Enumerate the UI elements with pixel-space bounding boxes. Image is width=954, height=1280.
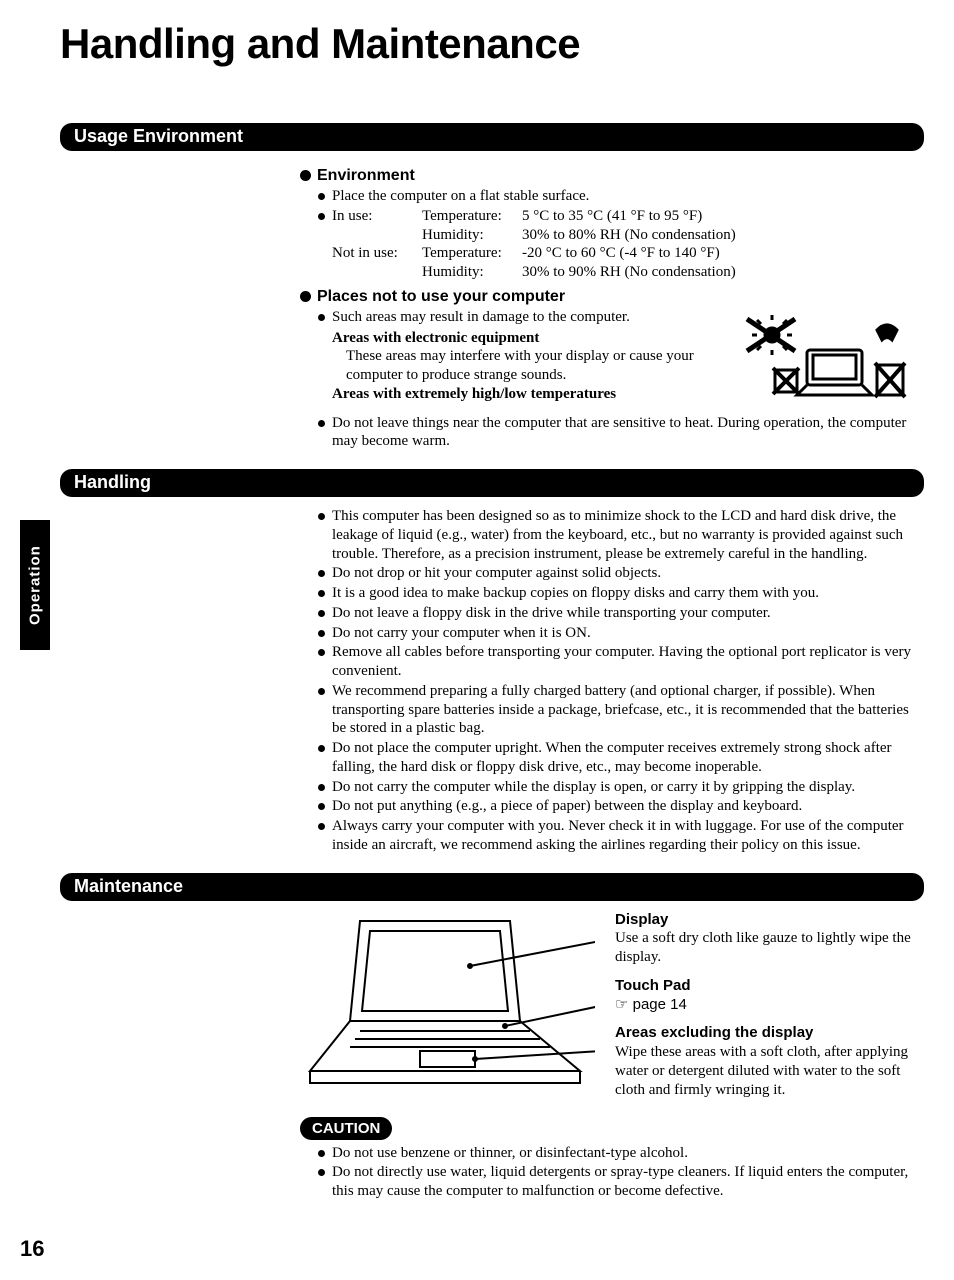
handling-item: Do not carry the computer while the disp… [318,778,924,797]
handling-item: Always carry your computer with you. Nev… [318,817,924,855]
hum-label-2: Humidity: [422,263,522,282]
section-bar-handling: Handling [60,469,924,497]
in-use-temp: 5 °C to 35 °C (41 °F to 95 °F) [522,207,924,226]
heat-warning: Do not leave things near the computer th… [318,414,924,452]
handling-item: Do not leave a floppy disk in the drive … [318,604,924,623]
handling-content: This computer has been designed so as to… [300,507,924,855]
hum-label: Humidity: [422,226,522,245]
handling-item: Do not place the computer upright. When … [318,739,924,777]
caution-item: Do not directly use water, liquid deterg… [318,1163,924,1201]
maintenance-content: Display Use a soft dry cloth like gauze … [300,911,924,1201]
in-use-hum: 30% to 80% RH (No condensation) [522,226,924,245]
handling-item: Remove all cables before transporting yo… [318,643,924,681]
laptop-illustration [300,911,595,1111]
area-electronic-body: These areas may interfere with your disp… [346,347,736,385]
touchpad-label: Touch Pad [615,977,924,996]
display-label: Display [615,911,924,930]
env-item-flat-surface: Place the computer on a flat stable surf… [318,187,924,206]
display-body: Use a soft dry cloth like gauze to light… [615,929,924,967]
environment-heading: Environment [300,167,924,185]
touchpad-ref: ☞ page 14 [615,996,924,1015]
section-bar-usage-environment: Usage Environment [60,123,924,151]
places-intro-text: Such areas may result in damage to the c… [332,309,630,325]
env-item-specs: In use: Temperature: 5 °C to 35 °C (41 °… [318,207,924,282]
side-tab-operation: Operation [20,520,50,650]
in-use-label: In use: [332,207,422,226]
not-use-temp: -20 °C to 60 °C (-4 °F to 140 °F) [522,244,924,263]
page-title: Handling and Maintenance [60,20,924,68]
handling-item: It is a good idea to make backup copies … [318,584,924,603]
not-in-use-label: Not in use: [332,244,422,263]
caution-item: Do not use benzene or thinner, or disinf… [318,1144,924,1163]
section-bar-maintenance: Maintenance [60,873,924,901]
temp-label: Temperature: [422,207,522,226]
handling-item: We recommend preparing a fully charged b… [318,682,924,738]
handling-item: Do not carry your computer when it is ON… [318,624,924,643]
temp-label-2: Temperature: [422,244,522,263]
handling-item: This computer has been designed so as to… [318,507,924,563]
usage-environment-content: Environment Place the computer on a flat… [300,167,924,451]
page-number: 16 [20,1236,44,1262]
handling-item: Do not drop or hit your computer against… [318,564,924,583]
caution-badge: CAUTION [300,1117,392,1140]
other-areas-body: Wipe these areas with a soft cloth, afte… [615,1043,924,1099]
places-heading: Places not to use your computer [300,288,924,306]
warning-icons-illustration [737,315,912,405]
not-use-hum: 30% to 90% RH (No condensation) [522,263,924,282]
handling-item: Do not put anything (e.g., a piece of pa… [318,797,924,816]
other-areas-label: Areas excluding the display [615,1024,924,1043]
